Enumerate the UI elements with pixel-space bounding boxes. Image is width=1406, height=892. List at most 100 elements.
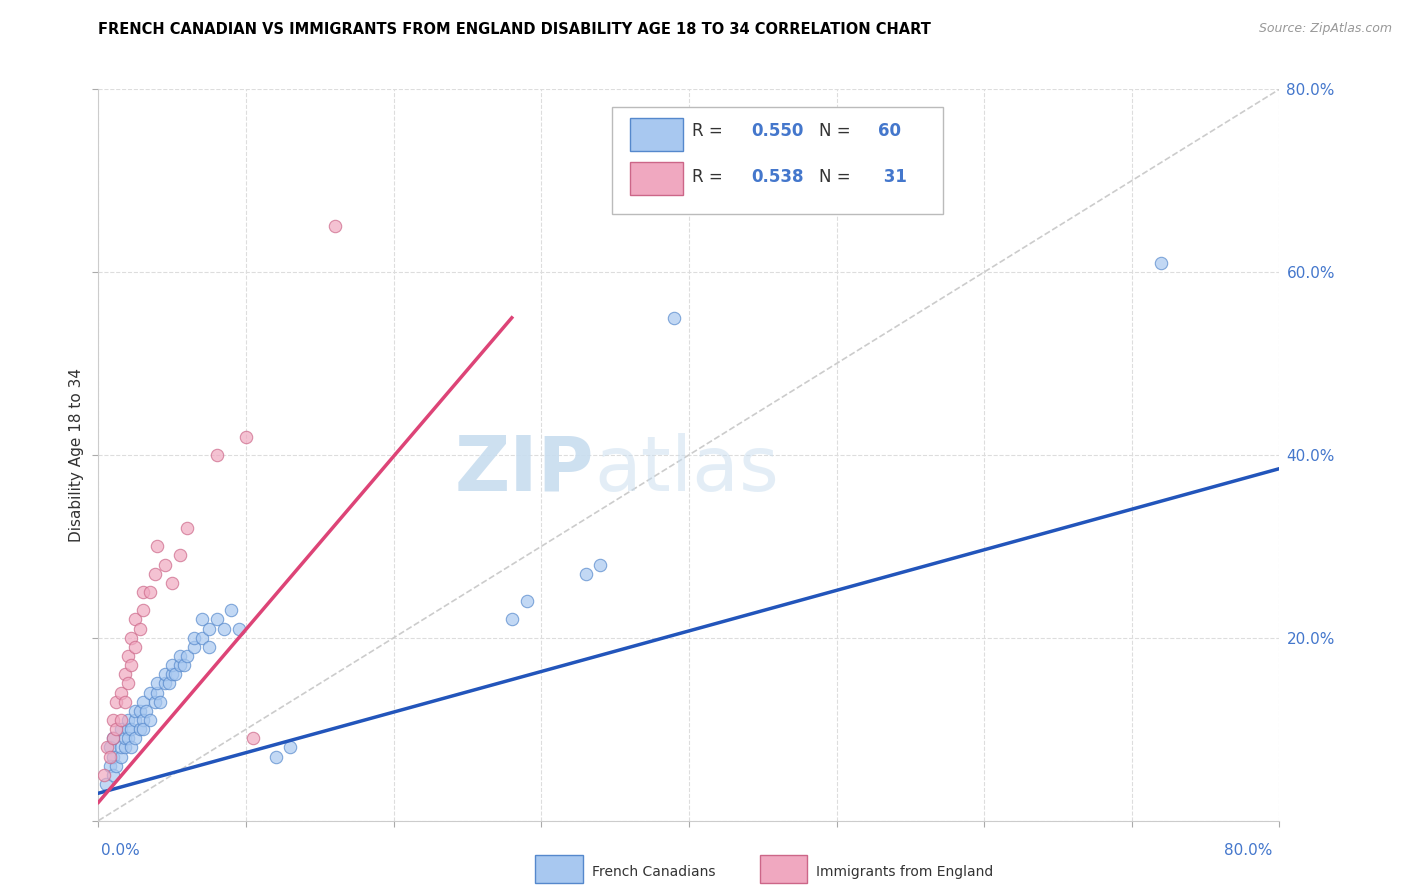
FancyBboxPatch shape [612, 108, 943, 213]
Point [205, 448, 228, 462]
Point [103, 713, 125, 727]
Point [139, 713, 162, 727]
Point [94, 777, 117, 791]
Point [120, 658, 142, 673]
Point [191, 631, 214, 645]
Point [198, 640, 221, 654]
Point [117, 713, 139, 727]
Point [132, 603, 155, 617]
Text: 0.0%: 0.0% [101, 843, 141, 858]
Point [157, 676, 180, 690]
Point [146, 539, 169, 553]
Text: N =: N = [818, 122, 856, 140]
Point [501, 613, 523, 627]
Point [139, 585, 162, 599]
Text: 0.550: 0.550 [752, 122, 804, 140]
Point [93, 768, 115, 782]
Point [162, 658, 183, 673]
Point [98, 758, 121, 772]
Point [114, 731, 136, 746]
Point [176, 521, 198, 535]
Text: French Canadians: French Canadians [592, 865, 716, 879]
Point [323, 219, 346, 234]
Point [110, 740, 132, 755]
Text: R =: R = [693, 168, 728, 186]
Point [103, 731, 125, 746]
Point [264, 749, 287, 764]
Point [574, 566, 596, 581]
Point [110, 749, 132, 764]
Point [173, 658, 195, 673]
Point [162, 667, 183, 681]
FancyBboxPatch shape [630, 162, 683, 195]
Point [103, 731, 125, 746]
Point [96, 740, 118, 755]
Point [153, 676, 176, 690]
Point [191, 613, 214, 627]
Point [117, 649, 139, 664]
Point [128, 723, 150, 737]
Point [278, 740, 302, 755]
Point [139, 685, 162, 699]
Point [124, 640, 146, 654]
Point [515, 594, 537, 608]
Point [98, 749, 121, 764]
Point [169, 549, 191, 563]
Point [242, 731, 264, 746]
Point [114, 667, 136, 681]
Point [117, 731, 139, 746]
Point [103, 749, 125, 764]
Point [198, 622, 221, 636]
Point [143, 695, 166, 709]
Point [117, 676, 139, 690]
Point [235, 430, 257, 444]
Point [149, 695, 172, 709]
Point [103, 768, 125, 782]
Point [169, 649, 191, 664]
Point [153, 558, 176, 572]
Point [105, 723, 128, 737]
Point [114, 695, 136, 709]
Point [135, 704, 157, 718]
Point [124, 704, 146, 718]
Point [132, 723, 155, 737]
Point [205, 613, 228, 627]
Point [124, 613, 146, 627]
Text: atlas: atlas [595, 433, 779, 507]
Text: 80.0%: 80.0% [1225, 843, 1272, 858]
Point [143, 566, 166, 581]
Point [114, 740, 136, 755]
Text: Source: ZipAtlas.com: Source: ZipAtlas.com [1258, 22, 1392, 36]
Text: Immigrants from England: Immigrants from England [817, 865, 994, 879]
Text: R =: R = [693, 122, 728, 140]
Text: ZIP: ZIP [456, 433, 595, 507]
Point [183, 640, 205, 654]
Point [169, 658, 191, 673]
Text: N =: N = [818, 168, 856, 186]
Point [110, 685, 132, 699]
Point [132, 695, 155, 709]
Point [219, 603, 242, 617]
Point [132, 713, 155, 727]
Point [124, 713, 146, 727]
Text: 31: 31 [877, 168, 907, 186]
Point [98, 740, 121, 755]
Point [146, 676, 169, 690]
Point [162, 576, 183, 591]
Point [110, 723, 132, 737]
Point [120, 723, 142, 737]
Point [589, 558, 612, 572]
FancyBboxPatch shape [759, 855, 807, 883]
Point [120, 740, 142, 755]
Point [153, 667, 176, 681]
Point [183, 631, 205, 645]
Point [117, 723, 139, 737]
Point [132, 585, 155, 599]
FancyBboxPatch shape [630, 119, 683, 152]
Point [128, 704, 150, 718]
Point [1150, 256, 1173, 270]
Point [128, 622, 150, 636]
FancyBboxPatch shape [536, 855, 582, 883]
Text: 60: 60 [877, 122, 901, 140]
Point [664, 310, 686, 325]
